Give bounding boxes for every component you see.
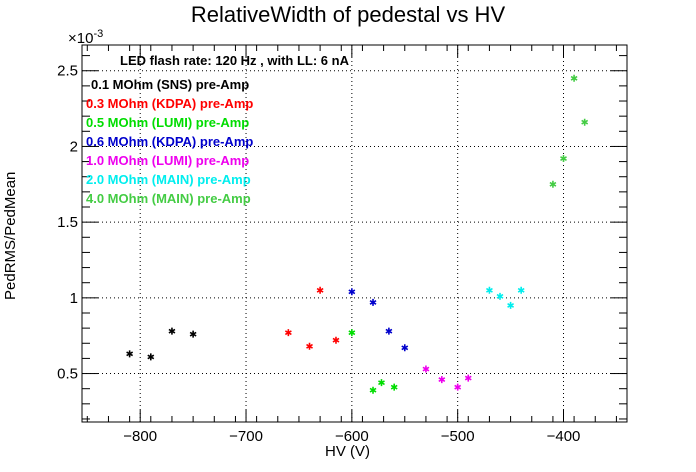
data-point bbox=[348, 288, 356, 296]
legend-entry-kdpa-03: 0.3 MOhm (KDPA) pre-Amp bbox=[86, 96, 254, 111]
data-point bbox=[464, 374, 472, 382]
data-point bbox=[560, 155, 567, 163]
data-point bbox=[189, 330, 197, 338]
data-point bbox=[517, 286, 525, 294]
data-point bbox=[454, 383, 462, 391]
plot-frame bbox=[81, 44, 628, 423]
y-tick-label: 0.5 bbox=[57, 366, 78, 383]
data-point bbox=[168, 327, 176, 335]
legend-entry-lumi-05: 0.5 MOhm (LUMI) pre-Amp bbox=[86, 115, 250, 130]
data-point bbox=[507, 301, 515, 309]
x-axis-label: HV (V) bbox=[325, 443, 370, 460]
data-point bbox=[348, 329, 356, 337]
y-axis-label: PedRMS/PedMean bbox=[2, 171, 19, 300]
data-point bbox=[581, 118, 589, 126]
data-point bbox=[126, 350, 134, 358]
data-point bbox=[401, 344, 409, 352]
data-point bbox=[332, 336, 340, 344]
data-point bbox=[390, 383, 398, 391]
x-tick-label: −500 bbox=[441, 428, 475, 445]
data-point bbox=[284, 329, 292, 337]
data-point bbox=[485, 286, 493, 294]
data-point bbox=[438, 376, 446, 384]
y-axis: 0.5 1 1.5 2 2.5 bbox=[57, 55, 627, 420]
data-point bbox=[369, 298, 377, 306]
data-point bbox=[422, 365, 430, 373]
flash-rate-annotation: LED flash rate: 120 Hz , with LL: 6 nA bbox=[120, 53, 349, 68]
legend-entry-sns: 0.1 MOhm (SNS) pre-Amp bbox=[91, 77, 250, 92]
chart-title: RelativeWidth of pedestal vs HV bbox=[190, 2, 506, 27]
data-point bbox=[378, 379, 385, 387]
data-point bbox=[369, 386, 377, 394]
data-point bbox=[570, 74, 578, 82]
legend-entry-kdpa-06: 0.6 MOhm (KDPA) pre-Amp bbox=[86, 134, 254, 149]
data-point bbox=[147, 353, 155, 361]
y-tick-label: 1 bbox=[70, 290, 78, 307]
grid-lines bbox=[82, 45, 627, 422]
data-point bbox=[316, 286, 324, 294]
data-point bbox=[306, 342, 313, 350]
y-tick-label: 2.5 bbox=[57, 63, 78, 80]
legend-entry-main-20: 2.0 MOhm (MAIN) pre-Amp bbox=[86, 172, 251, 187]
data-points bbox=[126, 74, 589, 394]
x-axis: −800 −700 −600 −500 −400 bbox=[86, 45, 617, 445]
y-axis-exponent: ×10-3 bbox=[68, 28, 104, 47]
data-point bbox=[385, 327, 393, 335]
data-point bbox=[496, 292, 504, 300]
legend-entry-lumi-10: 1.0 MOhm (LUMI) pre-Amp bbox=[86, 153, 250, 168]
data-point bbox=[549, 180, 557, 188]
x-tick-label: −700 bbox=[229, 428, 263, 445]
x-tick-label: −800 bbox=[123, 428, 157, 445]
x-tick-label: −400 bbox=[547, 428, 581, 445]
y-tick-label: 2 bbox=[70, 138, 78, 155]
y-tick-label: 1.5 bbox=[57, 214, 78, 231]
x-tick-label: −600 bbox=[335, 428, 369, 445]
legend-entry-main-40: 4.0 MOhm (MAIN) pre-Amp bbox=[86, 191, 251, 206]
